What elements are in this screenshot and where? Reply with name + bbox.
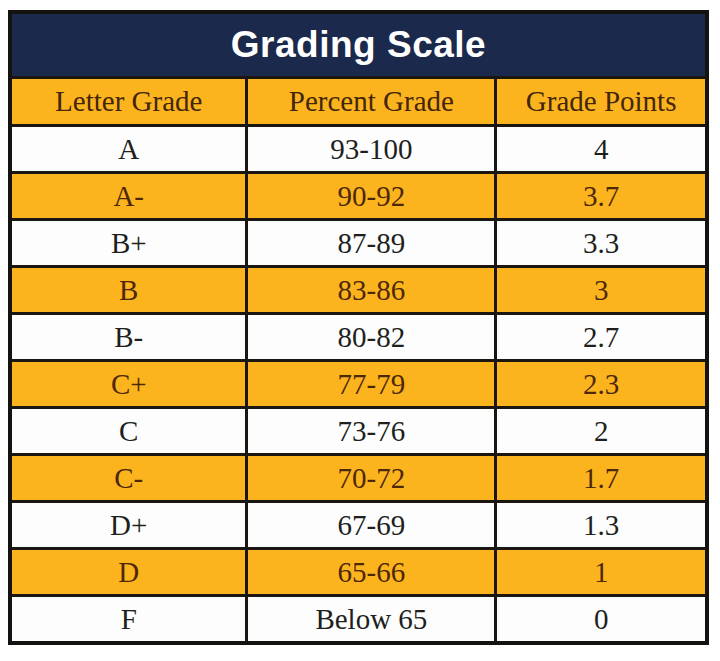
cell-letter-grade: B+: [10, 220, 247, 267]
cell-percent-grade: 77-79: [247, 361, 496, 408]
cell-letter-grade: D: [10, 549, 247, 596]
cell-percent-grade: 67-69: [247, 502, 496, 549]
cell-grade-points: 1.7: [496, 455, 707, 502]
grading-scale-panel: Grading Scale Letter Grade Percent Grade…: [8, 10, 709, 645]
cell-grade-points: 3.7: [496, 173, 707, 220]
cell-letter-grade: A-: [10, 173, 247, 220]
cell-grade-points: 2.7: [496, 314, 707, 361]
table-row: D+ 67-69 1.3: [10, 502, 707, 549]
grading-scale-table: Grading Scale Letter Grade Percent Grade…: [8, 10, 709, 645]
cell-percent-grade: 83-86: [247, 267, 496, 314]
cell-percent-grade: 87-89: [247, 220, 496, 267]
table-row: B- 80-82 2.7: [10, 314, 707, 361]
cell-grade-points: 2: [496, 408, 707, 455]
cell-percent-grade: 93-100: [247, 126, 496, 173]
cell-percent-grade: 73-76: [247, 408, 496, 455]
table-row: C- 70-72 1.7: [10, 455, 707, 502]
cell-letter-grade: B-: [10, 314, 247, 361]
table-row: B+ 87-89 3.3: [10, 220, 707, 267]
table-row: F Below 65 0: [10, 596, 707, 644]
table-row: C 73-76 2: [10, 408, 707, 455]
table-row: C+ 77-79 2.3: [10, 361, 707, 408]
table-row: D 65-66 1: [10, 549, 707, 596]
column-header-grade-points: Grade Points: [496, 78, 707, 126]
cell-grade-points: 3: [496, 267, 707, 314]
column-header-letter-grade: Letter Grade: [10, 78, 247, 126]
table-row: A- 90-92 3.7: [10, 173, 707, 220]
cell-percent-grade: 70-72: [247, 455, 496, 502]
table-row: B 83-86 3: [10, 267, 707, 314]
cell-percent-grade: 80-82: [247, 314, 496, 361]
cell-letter-grade: A: [10, 126, 247, 173]
table-row: A 93-100 4: [10, 126, 707, 173]
cell-grade-points: 1: [496, 549, 707, 596]
cell-percent-grade: Below 65: [247, 596, 496, 644]
column-header-percent-grade: Percent Grade: [247, 78, 496, 126]
cell-letter-grade: F: [10, 596, 247, 644]
table-title: Grading Scale: [10, 12, 707, 78]
cell-grade-points: 3.3: [496, 220, 707, 267]
cell-grade-points: 1.3: [496, 502, 707, 549]
cell-letter-grade: D+: [10, 502, 247, 549]
cell-letter-grade: B: [10, 267, 247, 314]
cell-grade-points: 2.3: [496, 361, 707, 408]
title-row: Grading Scale: [10, 12, 707, 78]
column-header-row: Letter Grade Percent Grade Grade Points: [10, 78, 707, 126]
cell-letter-grade: C+: [10, 361, 247, 408]
cell-percent-grade: 65-66: [247, 549, 496, 596]
cell-grade-points: 0: [496, 596, 707, 644]
cell-letter-grade: C-: [10, 455, 247, 502]
cell-grade-points: 4: [496, 126, 707, 173]
cell-percent-grade: 90-92: [247, 173, 496, 220]
cell-letter-grade: C: [10, 408, 247, 455]
